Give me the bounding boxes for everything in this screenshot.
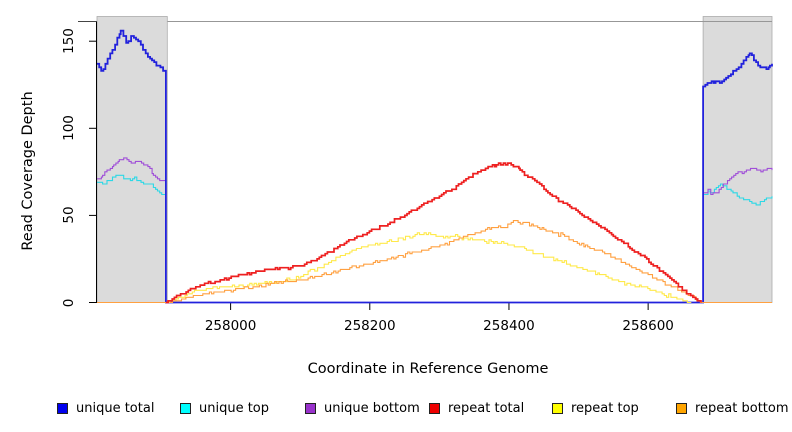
series-line-repeat-total: [165, 162, 702, 304]
series-line-repeat-top: [167, 232, 692, 304]
repeat-top-swatch-icon: [552, 402, 563, 414]
legend-item-unique-bottom: unique bottom: [305, 400, 420, 416]
legend-item-unique-top: unique top: [180, 400, 270, 416]
x-tick-label-258200: 258200: [344, 318, 396, 334]
legend-item-repeat-top: repeat top: [552, 400, 639, 416]
legend-item-repeat-bottom: repeat bottom: [676, 400, 789, 416]
y-axis-title: Read Coverage Depth: [20, 91, 36, 251]
unique-bottom-swatch-icon: [305, 402, 316, 414]
y-tick-label-150: 150: [61, 28, 77, 55]
x-tick-label-258000: 258000: [204, 318, 257, 334]
series-line-unique-bottom: [97, 157, 773, 304]
legend-label: repeat total: [448, 400, 525, 416]
legend-label: unique bottom: [324, 400, 420, 416]
y-tick-label-100: 100: [61, 115, 77, 142]
repeat-total-swatch-icon: [429, 402, 440, 414]
legend-label: repeat top: [571, 400, 639, 416]
legend-label: unique top: [199, 400, 270, 416]
x-tick-label-258400: 258400: [483, 318, 535, 334]
legend-item-unique-total: unique total: [57, 400, 155, 416]
series-line-repeat-bottom: [97, 220, 772, 304]
legend-label: repeat bottom: [695, 400, 789, 416]
repeat-bottom-swatch-icon: [676, 402, 687, 414]
unique-total-swatch-icon: [57, 402, 68, 414]
y-tick-label-50: 50: [61, 206, 77, 224]
legend: unique total unique top unique bottom re…: [0, 400, 792, 416]
y-tick-label-0: 0: [61, 298, 77, 307]
series-line-unique-top: [97, 174, 773, 304]
series-line-unique-total: [97, 29, 773, 304]
unique-top-swatch-icon: [180, 402, 191, 414]
x-tick-label-258600: 258600: [622, 318, 674, 334]
legend-item-repeat-total: repeat total: [429, 400, 525, 416]
x-axis-title: Coordinate in Reference Genome: [307, 361, 549, 377]
legend-label: unique total: [76, 400, 155, 416]
